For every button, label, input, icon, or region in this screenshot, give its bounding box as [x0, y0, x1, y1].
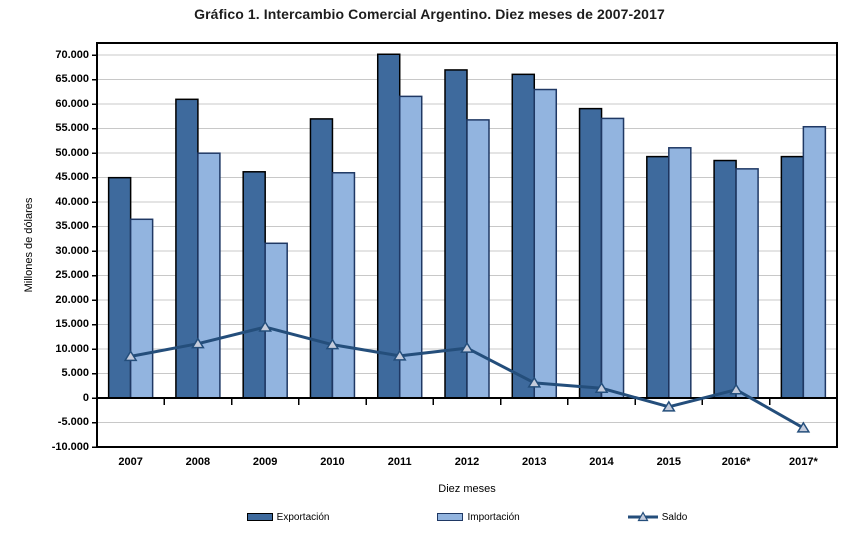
saldo-marker-2013	[527, 376, 542, 388]
saldo-marker-2017*	[796, 421, 811, 433]
x-tick-label-2011: 2011	[387, 456, 412, 468]
y-tick-label: 0	[82, 391, 89, 404]
y-tick-label: 20.000	[55, 293, 89, 306]
legend-item-exportacin: Exportación	[246, 511, 330, 523]
x-tick-label-2015: 2015	[656, 456, 682, 468]
saldo-marker-2016*	[729, 383, 743, 395]
saldo-marker-2015	[661, 400, 676, 412]
y-tick-label: 30.000	[55, 244, 89, 257]
chart-title: Gráfico 1. Intercambio Comercial Argenti…	[194, 6, 665, 22]
exportacion-bar-swatch-icon	[246, 513, 273, 521]
y-tick-label: 25.000	[55, 269, 89, 282]
y-tick-label: 55.000	[55, 122, 89, 135]
saldo-marker-2009	[258, 320, 273, 332]
x-tick-label-2012: 2012	[454, 456, 480, 468]
saldo-marker-2012	[460, 341, 474, 353]
bar-importacion-2014	[600, 117, 625, 399]
y-tick-label: 5.000	[61, 367, 89, 380]
x-tick-label-2017*: 2017*	[788, 456, 818, 468]
legend-item-importacin: Importación	[437, 511, 520, 523]
plot-frame	[96, 42, 838, 448]
bar-exportacion-2017*	[780, 155, 805, 399]
saldo-marker-2010	[325, 338, 340, 350]
bar-importacion-2010	[331, 172, 356, 399]
y-tick-label: -5.000	[57, 416, 89, 428]
y-axis-title: Millones de dólares	[23, 197, 35, 293]
bar-importacion-2013	[533, 88, 558, 399]
legend-label: Importación	[467, 511, 520, 523]
y-tick-label: 15.000	[55, 318, 89, 331]
bar-importacion-2009	[264, 242, 288, 399]
bar-importacion-2016*	[735, 168, 759, 399]
x-tick-label-2008: 2008	[185, 456, 211, 468]
bar-importacion-2017*	[802, 125, 827, 399]
y-tick-label: -10.000	[51, 440, 89, 453]
legend: Exportación Importación Saldo	[97, 511, 837, 523]
bar-importacion-2007	[129, 218, 154, 399]
bar-exportacion-2016*	[713, 159, 737, 399]
legend-label: Exportación	[276, 511, 330, 523]
x-tick-label-2016*: 2016*	[721, 456, 751, 468]
bar-exportacion-2010	[309, 118, 334, 399]
x-tick-label-2014: 2014	[589, 456, 614, 468]
x-axis-title: Diez meses	[438, 483, 496, 495]
saldo-line-swatch-icon	[627, 511, 658, 522]
saldo-marker-2014	[594, 381, 609, 393]
bar-exportacion-2011	[376, 53, 401, 399]
bar-exportacion-2008	[175, 98, 199, 399]
importacion-bar-swatch-icon	[437, 513, 464, 521]
legend-label: Saldo	[661, 511, 688, 523]
legend-item-saldo: Saldo	[627, 511, 688, 523]
y-tick-label: 40.000	[55, 195, 89, 208]
y-tick-label: 35.000	[55, 220, 89, 233]
y-tick-label: 10.000	[55, 342, 89, 355]
y-tick-label: 45.000	[55, 171, 89, 184]
y-tick-label: 60.000	[55, 97, 89, 110]
bar-importacion-2008	[197, 152, 221, 399]
bar-exportacion-2014	[578, 107, 603, 399]
x-tick-label-2007: 2007	[118, 456, 143, 468]
bar-exportacion-2007	[107, 176, 132, 399]
x-tick-label-2010: 2010	[320, 456, 345, 468]
saldo-marker-2007	[123, 349, 138, 362]
bar-exportacion-2013	[511, 73, 536, 399]
x-tick-label-2009: 2009	[252, 456, 278, 468]
bar-exportacion-2009	[242, 171, 266, 399]
x-tick-label-2013: 2013	[522, 456, 547, 468]
y-tick-label: 65.000	[55, 73, 89, 86]
y-tick-label: 50.000	[55, 146, 89, 159]
saldo-marker-2008	[191, 337, 205, 349]
bar-exportacion-2015	[646, 155, 670, 399]
bar-importacion-2015	[668, 147, 692, 399]
saldo-marker-2011	[392, 349, 407, 361]
y-tick-label: 70.000	[55, 48, 89, 61]
